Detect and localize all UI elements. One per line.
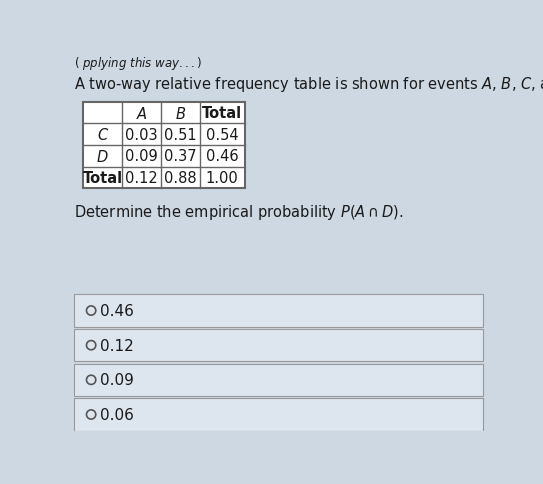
Text: 0.46: 0.46	[206, 149, 238, 164]
Circle shape	[86, 306, 96, 316]
Text: 0.12: 0.12	[125, 170, 158, 185]
Text: Determine the empirical probability $P(A\cap D)$.: Determine the empirical probability $P(A…	[74, 202, 403, 222]
Circle shape	[86, 410, 96, 419]
Text: $\mathit{(\ pplying\ this\ way...)}$: $\mathit{(\ pplying\ this\ way...)}$	[74, 55, 203, 72]
Bar	[74, 295, 483, 327]
Bar	[84, 103, 244, 189]
Text: Total: Total	[83, 170, 123, 185]
Text: 0.09: 0.09	[125, 149, 158, 164]
Text: $\mathit{C}$: $\mathit{C}$	[97, 127, 109, 143]
Text: 0.12: 0.12	[100, 338, 134, 353]
Text: 0.09: 0.09	[100, 373, 134, 388]
Text: 0.06: 0.06	[100, 407, 134, 422]
Text: 0.46: 0.46	[100, 303, 134, 318]
Text: $\mathit{A}$: $\mathit{A}$	[136, 106, 147, 121]
Text: 0.03: 0.03	[125, 127, 158, 142]
Text: A two-way relative frequency table is shown for events $\mathit{A}$, $\mathit{B}: A two-way relative frequency table is sh…	[74, 75, 543, 94]
Text: 0.37: 0.37	[164, 149, 197, 164]
Text: $\mathit{D}$: $\mathit{D}$	[97, 149, 109, 165]
Bar	[74, 398, 483, 431]
Text: $\mathit{B}$: $\mathit{B}$	[175, 106, 186, 121]
Text: 0.88: 0.88	[164, 170, 197, 185]
Text: 0.54: 0.54	[206, 127, 238, 142]
Text: 1.00: 1.00	[206, 170, 238, 185]
Bar	[74, 329, 483, 362]
Bar	[74, 364, 483, 396]
Circle shape	[86, 341, 96, 350]
Text: 0.51: 0.51	[164, 127, 197, 142]
Circle shape	[86, 376, 96, 385]
Text: Total: Total	[202, 106, 242, 121]
